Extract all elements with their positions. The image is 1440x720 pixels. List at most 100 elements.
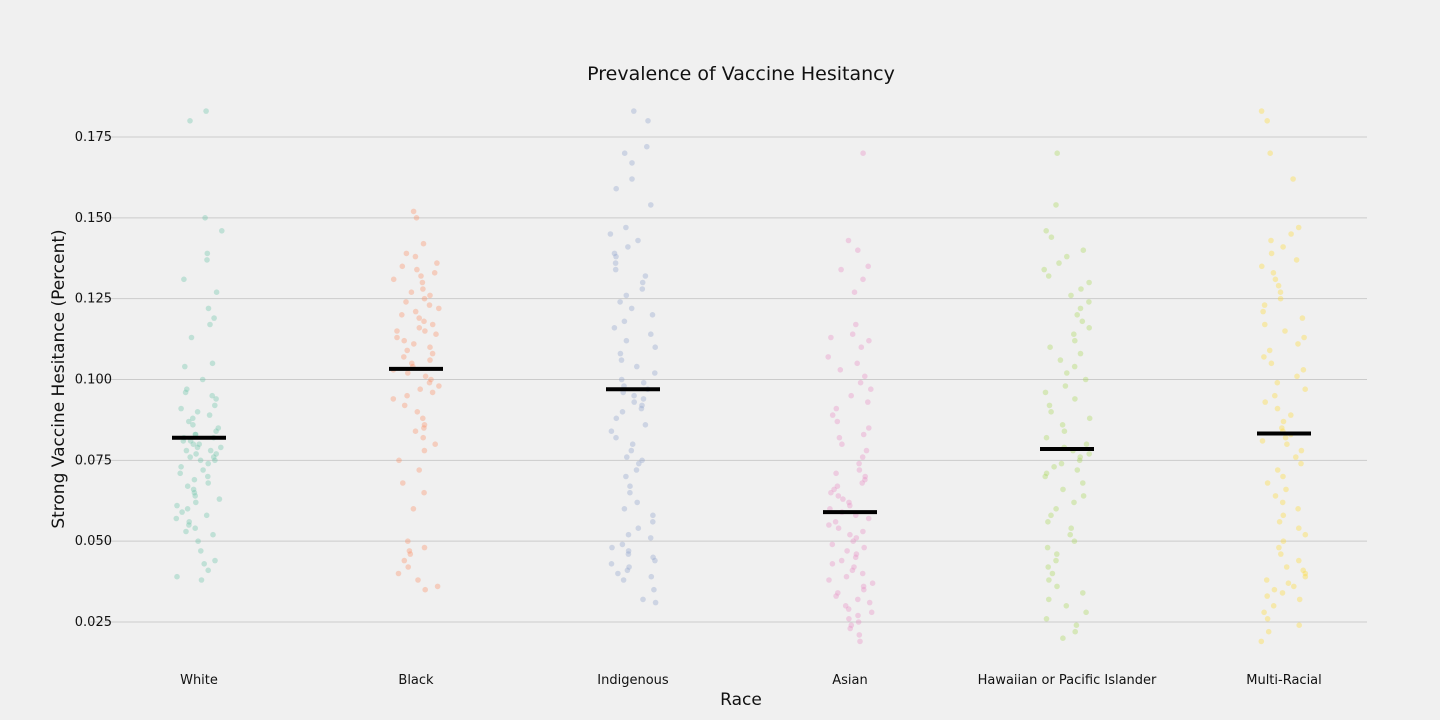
data-point [1058, 460, 1065, 467]
data-point [1045, 519, 1051, 525]
data-point [623, 337, 630, 344]
data-point [860, 583, 867, 590]
data-point [203, 512, 210, 519]
data-point [859, 454, 866, 460]
data-point [1064, 253, 1070, 260]
data-point [865, 399, 871, 405]
data-point [1086, 451, 1092, 457]
data-point [852, 554, 859, 561]
data-point [1063, 603, 1070, 609]
data-point [216, 496, 223, 502]
data-point [429, 321, 436, 328]
data-point [845, 606, 852, 612]
data-point [853, 551, 860, 557]
data-point [1274, 405, 1281, 412]
data-point [1042, 389, 1049, 396]
data-point [611, 250, 618, 257]
data-point [611, 325, 618, 331]
data-point [635, 525, 642, 531]
data-point [825, 354, 831, 360]
data-point [184, 386, 190, 393]
data-point [642, 273, 649, 279]
data-point [1276, 519, 1283, 525]
data-point [1046, 577, 1052, 583]
data-point [204, 250, 211, 257]
data-point [1300, 567, 1306, 574]
data-point [403, 250, 410, 257]
data-point [1296, 596, 1303, 603]
data-point [421, 318, 427, 325]
data-point [213, 428, 219, 435]
data-point [1076, 457, 1083, 464]
data-point [1053, 506, 1059, 512]
data-point [178, 405, 184, 412]
data-point [410, 506, 417, 512]
data-point [847, 531, 853, 538]
data-point [399, 263, 406, 270]
data-point [849, 331, 856, 338]
data-point [639, 402, 645, 409]
data-point [648, 573, 655, 580]
data-point [1293, 257, 1300, 263]
data-point [1294, 373, 1300, 380]
data-point [851, 564, 857, 570]
data-point [829, 541, 836, 548]
data-point [624, 567, 631, 574]
data-point [1043, 228, 1049, 234]
data-point [613, 185, 619, 192]
data-point [211, 315, 217, 321]
data-point [1078, 286, 1084, 292]
data-point [390, 276, 397, 283]
y-tick-label: 0.075 [75, 453, 112, 468]
data-point [1280, 473, 1286, 480]
data-point [1060, 486, 1066, 493]
data-point [1077, 305, 1084, 312]
x-tick-label: Hawaiian or Pacific Islander [978, 673, 1157, 688]
data-point [1280, 244, 1286, 250]
data-point [639, 286, 646, 292]
data-point [1276, 544, 1282, 551]
data-point [188, 334, 195, 341]
data-point [1054, 150, 1060, 156]
data-point [205, 305, 212, 312]
data-point [859, 570, 866, 577]
data-point [193, 499, 199, 506]
data-point [422, 373, 429, 380]
data-point [183, 528, 189, 535]
data-point [854, 360, 860, 367]
data-point [607, 231, 614, 237]
data-point [1302, 386, 1308, 393]
data-point [1071, 499, 1077, 506]
data-point [1280, 538, 1287, 544]
data-point [618, 357, 625, 363]
data-point [414, 409, 421, 415]
data-point [1272, 392, 1278, 399]
data-point [179, 509, 185, 515]
data-point [1270, 270, 1277, 276]
data-point [1045, 564, 1051, 570]
data-point [1072, 628, 1078, 635]
y-tick-label: 0.150 [75, 211, 112, 226]
data-point [1264, 593, 1270, 599]
data-point [405, 538, 411, 544]
data-point [826, 577, 832, 583]
data-point [420, 286, 426, 292]
data-point [1295, 224, 1302, 231]
data-point [1062, 383, 1069, 389]
data-point [187, 454, 193, 460]
data-point [626, 564, 632, 570]
data-point [1282, 434, 1289, 441]
data-point [650, 512, 656, 519]
data-point [420, 240, 427, 247]
data-point [1285, 580, 1292, 586]
data-point [625, 548, 632, 554]
data-point [1067, 531, 1073, 538]
data-point [853, 321, 859, 328]
data-point [866, 599, 873, 606]
data-point [835, 590, 841, 596]
data-point [1277, 295, 1284, 302]
data-point [205, 480, 211, 486]
data-point [618, 376, 625, 383]
data-point [434, 260, 440, 266]
data-point [652, 370, 658, 376]
